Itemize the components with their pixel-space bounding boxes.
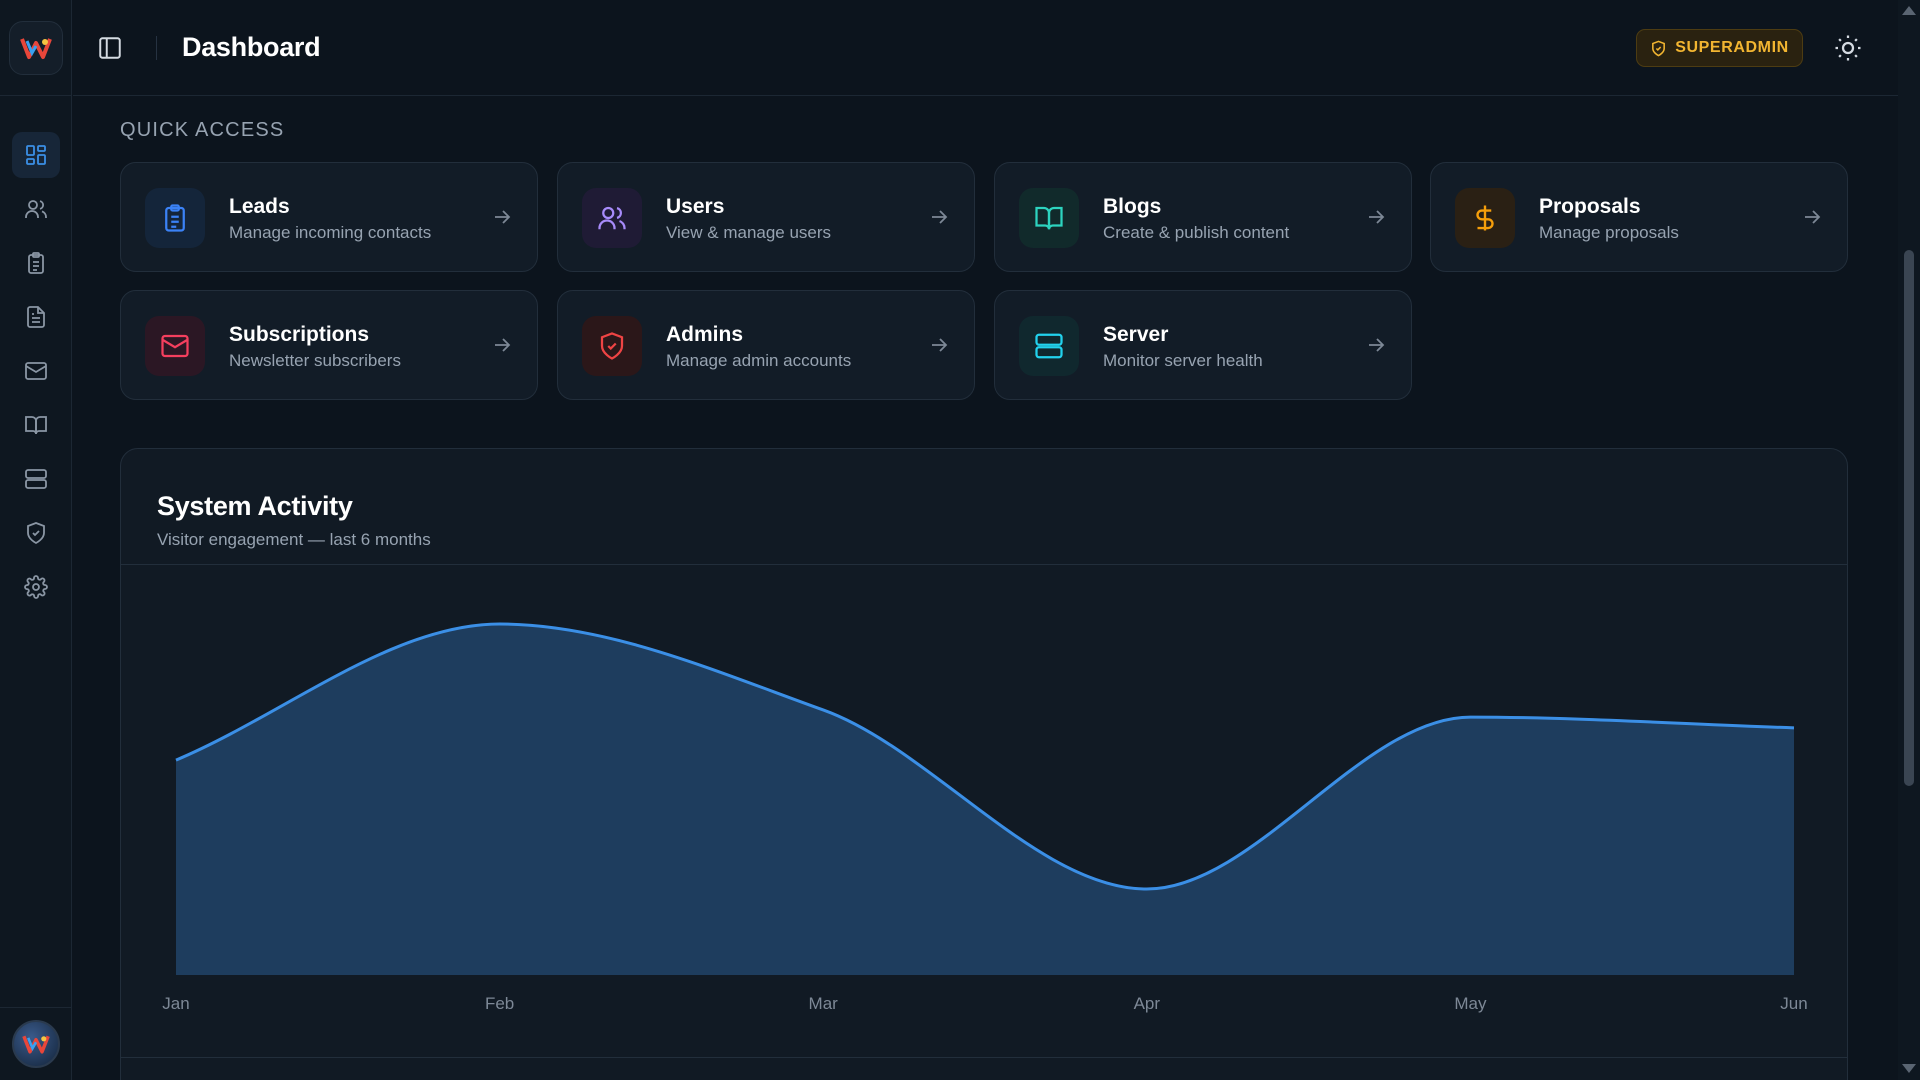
shield-check-icon [1652, 40, 1666, 56]
quick-card-server[interactable]: Server Monitor server health [994, 290, 1412, 400]
users-icon [598, 206, 626, 230]
arrow-right-icon [932, 210, 948, 224]
book-icon [1035, 206, 1063, 230]
arrow-right-icon [932, 338, 948, 352]
card-subtitle: Manage incoming contacts [229, 223, 432, 242]
scroll-down-arrow[interactable] [1902, 1064, 1916, 1073]
card-title: Leads [229, 195, 290, 218]
gear-icon [24, 575, 48, 599]
avatar-logo-icon [22, 1035, 50, 1054]
card-subtitle: Manage proposals [1539, 223, 1679, 242]
panel-footer-divider [121, 1057, 1847, 1058]
card-icon-wrap [1019, 188, 1079, 248]
arrow-right-icon [495, 338, 511, 352]
panel-divider [121, 564, 1847, 565]
panel-title: System Activity [157, 491, 353, 521]
chart-series-line [175, 622, 1795, 891]
shield-check-icon [600, 332, 624, 360]
dollar-icon [1476, 205, 1494, 231]
card-icon-wrap [582, 188, 642, 248]
top-header: Dashboard SUPERADMIN [73, 0, 1898, 96]
chart-area-fill [176, 623, 1794, 975]
role-badge-label: SUPERADMIN [1675, 39, 1789, 56]
server-icon [25, 469, 47, 489]
page-title: Dashboard [182, 32, 321, 62]
server-icon [1035, 333, 1063, 359]
document-icon [27, 306, 45, 328]
card-subtitle: View & manage users [666, 223, 832, 242]
card-title: Blogs [1103, 195, 1162, 218]
header-separator [156, 36, 157, 60]
sidebar-item-blogs[interactable] [12, 402, 60, 448]
quick-access-heading: QUICK ACCESS [120, 119, 285, 141]
book-icon [25, 416, 47, 435]
quick-card-leads[interactable]: Leads Manage incoming contacts [120, 162, 538, 272]
card-title: Admins [666, 323, 744, 346]
sidebar-item-dashboard[interactable] [12, 132, 60, 178]
quick-card-subscriptions[interactable]: Subscriptions Newsletter subscribers [120, 290, 538, 400]
sidebar-divider [0, 95, 72, 96]
sidebar [0, 0, 72, 1080]
card-subtitle: Newsletter subscribers [229, 351, 401, 370]
quick-card-proposals[interactable]: Proposals Manage proposals [1430, 162, 1848, 272]
scrollbar-thumb[interactable] [1904, 250, 1914, 786]
system-activity-panel: System Activity Visitor engagement — las… [120, 448, 1848, 1080]
sidebar-item-admins[interactable] [12, 510, 60, 556]
card-title: Proposals [1539, 195, 1641, 218]
arrow-right-icon [1805, 210, 1821, 224]
panel-subtitle: Visitor engagement — last 6 months [157, 530, 431, 549]
card-icon-wrap [145, 188, 205, 248]
card-icon-wrap [582, 316, 642, 376]
x-tick-label: Jan [162, 994, 189, 1013]
sidebar-item-leads[interactable] [12, 240, 60, 286]
role-badge: SUPERADMIN [1636, 29, 1803, 67]
quick-card-admins[interactable]: Admins Manage admin accounts [557, 290, 975, 400]
card-title: Server [1103, 323, 1169, 346]
theme-toggle-sun-icon[interactable] [1833, 33, 1863, 63]
sidebar-footer-divider [0, 1007, 72, 1008]
card-subtitle: Monitor server health [1103, 351, 1263, 370]
sidebar-item-users[interactable] [12, 186, 60, 232]
arrow-right-icon [495, 210, 511, 224]
user-avatar[interactable] [12, 1020, 60, 1068]
x-tick-label: Apr [1134, 994, 1161, 1013]
x-tick-label: Feb [485, 994, 514, 1013]
card-icon-wrap [1019, 316, 1079, 376]
activity-area-chart[interactable]: Jan Feb Mar Apr May Jun [121, 449, 1849, 1069]
clipboard-icon [28, 252, 44, 274]
sidebar-item-settings[interactable] [12, 564, 60, 610]
card-title: Subscriptions [229, 323, 370, 346]
x-tick-label: May [1454, 994, 1487, 1013]
card-title: Users [666, 195, 725, 218]
card-subtitle: Manage admin accounts [666, 351, 852, 370]
quick-card-users[interactable]: Users View & manage users [557, 162, 975, 272]
app-logo[interactable] [9, 21, 63, 75]
x-tick-label: Mar [809, 994, 839, 1013]
quick-card-blogs[interactable]: Blogs Create & publish content [994, 162, 1412, 272]
sidebar-item-subscriptions[interactable] [12, 348, 60, 394]
sidebar-item-proposals[interactable] [12, 294, 60, 340]
shield-icon [27, 522, 45, 545]
card-subtitle: Create & publish content [1103, 223, 1290, 242]
logo-icon [20, 38, 52, 59]
card-icon-wrap [145, 316, 205, 376]
sidebar-item-server[interactable] [12, 456, 60, 502]
clipboard-icon [165, 204, 185, 232]
x-tick-label: Jun [1780, 994, 1807, 1013]
dashboard-icon [26, 145, 46, 165]
scroll-up-arrow[interactable] [1902, 6, 1916, 15]
card-icon-wrap [1455, 188, 1515, 248]
users-icon [25, 200, 47, 218]
mail-icon [161, 334, 189, 358]
mail-icon [25, 362, 47, 380]
arrow-right-icon [1369, 338, 1385, 352]
arrow-right-icon [1369, 210, 1385, 224]
sidebar-toggle-icon[interactable] [97, 35, 123, 61]
